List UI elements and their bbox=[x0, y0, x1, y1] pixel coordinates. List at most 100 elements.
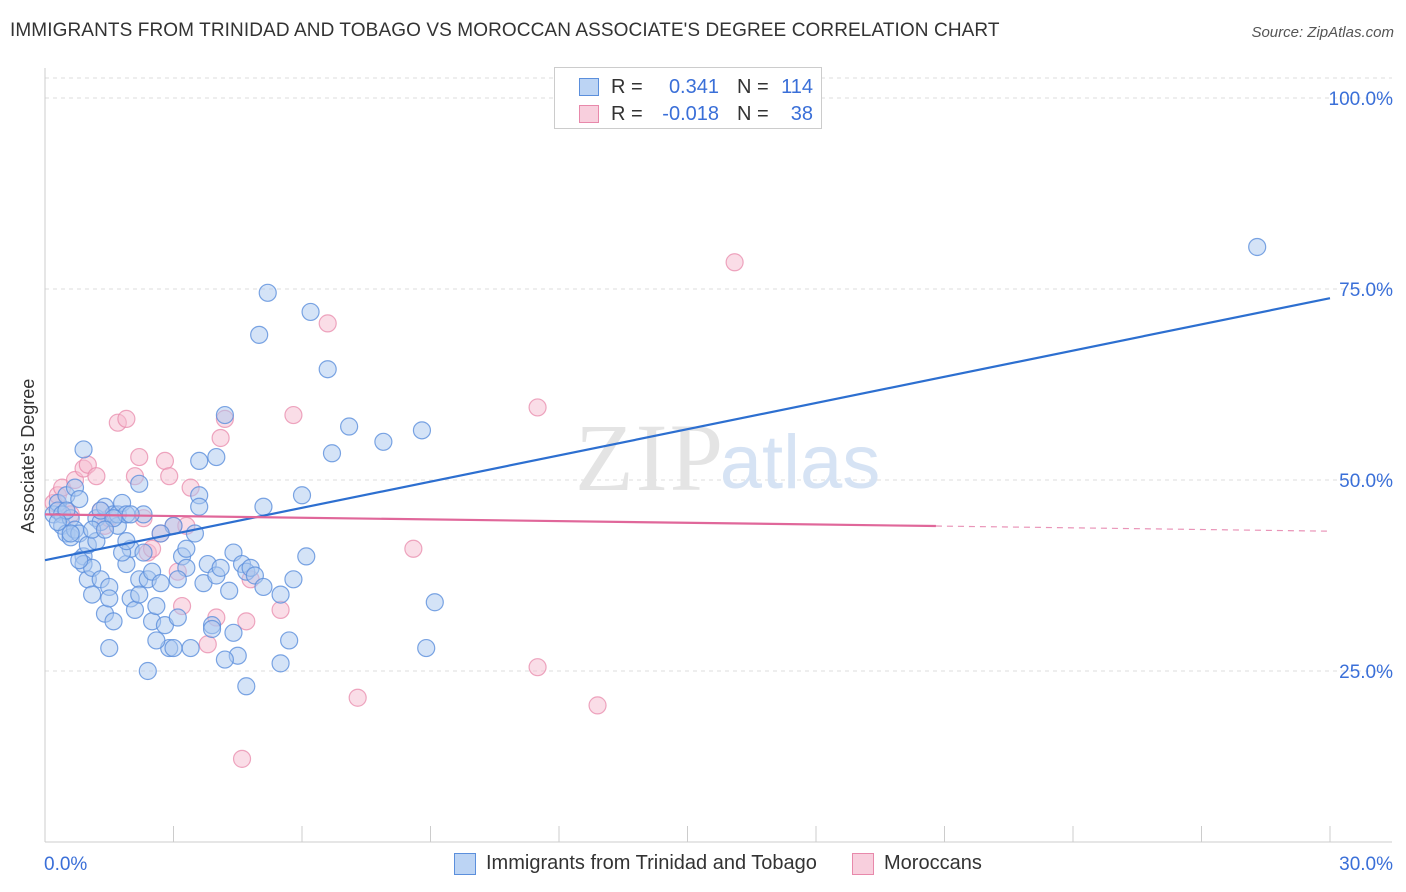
y-tick-label: 50.0% bbox=[1339, 471, 1393, 492]
trinidad-point bbox=[297, 547, 316, 566]
legend-r-label: R = bbox=[611, 102, 643, 125]
legend-row-trinidad: R = 0.341 N = 114 bbox=[579, 73, 813, 101]
bottom-swatch-pink bbox=[852, 852, 874, 875]
legend-n-label: N = bbox=[737, 102, 769, 125]
y-tick-label: 100.0% bbox=[1329, 89, 1394, 110]
x-tick-label: 30.0% bbox=[1339, 854, 1393, 875]
legend-n-value: 114 bbox=[781, 75, 813, 98]
moroccans-point bbox=[211, 428, 230, 448]
trinidad-point bbox=[211, 558, 230, 577]
trinidad-point bbox=[168, 608, 187, 627]
trinidad-point bbox=[48, 512, 67, 532]
trinidad-point bbox=[130, 474, 149, 493]
trinidad-point bbox=[138, 661, 157, 681]
y-tick-label: 25.0% bbox=[1339, 662, 1393, 683]
trinidad-point bbox=[95, 520, 115, 539]
legend-n-label: N = bbox=[737, 75, 769, 98]
moroccans-point bbox=[404, 539, 423, 558]
trinidad-point bbox=[417, 638, 436, 658]
legend-r-label: R = bbox=[611, 75, 643, 98]
moroccans-point bbox=[528, 398, 547, 417]
trinidad-point bbox=[181, 638, 200, 658]
trinidad-point bbox=[70, 551, 89, 570]
trinidad-point bbox=[318, 360, 337, 379]
moroccans-point bbox=[198, 635, 217, 654]
trinidad-point bbox=[271, 654, 290, 673]
legend-r-value: 0.341 bbox=[668, 75, 719, 98]
trinidad-point bbox=[254, 577, 273, 597]
moroccans-point bbox=[237, 612, 256, 631]
trinidad-point bbox=[215, 405, 234, 425]
trinidad-point bbox=[271, 585, 290, 604]
legend-row-moroccans: R = -0.018 N = 38 bbox=[579, 100, 813, 128]
legend-swatch-pink bbox=[579, 105, 599, 123]
trinidad-point bbox=[215, 650, 234, 669]
trinidad-point bbox=[292, 486, 312, 505]
trinidad-point bbox=[190, 497, 209, 516]
trinidad-point bbox=[125, 600, 145, 619]
y-axis-label: Associate's Degree bbox=[18, 379, 38, 534]
moroccans-point bbox=[117, 409, 136, 428]
trinidad-point bbox=[322, 444, 342, 463]
trinidad-point bbox=[168, 570, 187, 589]
bottom-legend-label: Immigrants from Trinidad and Tobago bbox=[486, 852, 817, 874]
trinidad-point bbox=[104, 612, 123, 631]
trinidad-point bbox=[237, 677, 256, 696]
trinidad-point bbox=[374, 432, 393, 451]
trinidad-point bbox=[134, 543, 153, 562]
source-label: Source: ZipAtlas.com bbox=[1251, 24, 1394, 41]
moroccans-point bbox=[725, 253, 744, 272]
moroccans-point bbox=[348, 688, 367, 707]
trend-lines bbox=[44, 297, 1331, 562]
trinidad-point bbox=[164, 638, 183, 658]
trinidad-point bbox=[100, 589, 119, 608]
trinidad-point bbox=[340, 417, 359, 436]
moroccans-point bbox=[588, 696, 607, 715]
trinidad-point bbox=[202, 619, 222, 639]
moroccans-point bbox=[232, 749, 252, 768]
legend-swatch-blue bbox=[579, 78, 599, 96]
trinidad-point bbox=[100, 638, 119, 658]
moroccans-point bbox=[87, 467, 106, 486]
moroccans-point bbox=[155, 451, 175, 470]
trinidad-point bbox=[301, 302, 320, 322]
trinidad-point bbox=[280, 631, 299, 650]
bottom-legend-label: Moroccans bbox=[884, 852, 982, 874]
trinidad-point bbox=[130, 585, 149, 604]
trinidad-point bbox=[425, 593, 444, 612]
trinidad-point bbox=[147, 596, 166, 616]
moroccans-point bbox=[318, 314, 337, 333]
trinidad-point bbox=[61, 524, 80, 543]
legend-r-value: -0.018 bbox=[662, 102, 719, 125]
trinidad-point bbox=[250, 325, 269, 344]
trinidad-point bbox=[258, 283, 277, 302]
trinidad-point bbox=[177, 539, 196, 558]
moroccans-point bbox=[284, 405, 303, 425]
trinidad-points bbox=[44, 237, 1267, 696]
trinidad-point bbox=[151, 574, 170, 593]
moroccans-trend-line bbox=[44, 513, 936, 528]
trinidad-point bbox=[70, 490, 89, 509]
watermark: ZIP atlas bbox=[575, 404, 880, 511]
moroccans-point bbox=[528, 658, 547, 677]
trinidad-point bbox=[1248, 237, 1267, 257]
bottom-swatch-blue bbox=[454, 852, 476, 875]
legend-n-value: 38 bbox=[790, 102, 813, 125]
y-tick-label: 75.0% bbox=[1339, 280, 1393, 301]
bottom-legend-moroccans: Moroccans bbox=[852, 852, 982, 875]
trinidad-point bbox=[207, 447, 226, 467]
tick-labels: 25.0% 50.0% 75.0% 100.0% 0.0% 30.0% bbox=[44, 89, 1393, 875]
trinidad-point bbox=[117, 532, 136, 551]
x-tick-label: 0.0% bbox=[44, 854, 87, 875]
trinidad-trend-line bbox=[44, 297, 1331, 562]
chart-title: IMMIGRANTS FROM TRINIDAD AND TOBAGO VS M… bbox=[10, 20, 1000, 41]
trinidad-point bbox=[220, 581, 239, 600]
axes-layer bbox=[44, 68, 1392, 843]
stats-legend: R = 0.341 N = 114 R = -0.018 N = 38 bbox=[554, 67, 822, 129]
moroccans-point bbox=[130, 447, 149, 467]
moroccans-point bbox=[271, 600, 290, 619]
trinidad-point bbox=[412, 421, 432, 440]
bottom-legend-trinidad: Immigrants from Trinidad and Tobago bbox=[454, 852, 817, 875]
trinidad-point bbox=[147, 631, 166, 650]
trinidad-point bbox=[224, 623, 243, 642]
